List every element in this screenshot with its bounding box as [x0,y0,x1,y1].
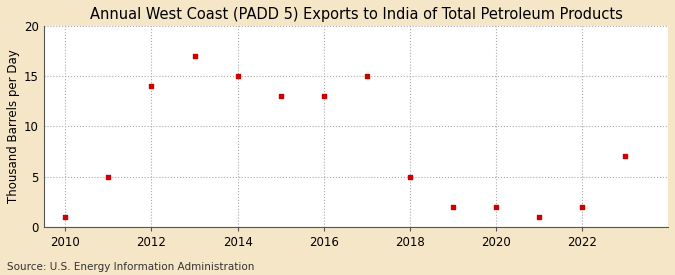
Point [448,205,458,209]
Point [533,214,544,219]
Point [189,54,200,58]
Point [404,174,415,179]
Point [275,94,286,98]
Point [146,84,157,88]
Point [103,174,114,179]
Point [491,205,502,209]
Title: Annual West Coast (PADD 5) Exports to India of Total Petroleum Products: Annual West Coast (PADD 5) Exports to In… [90,7,622,22]
Point [232,74,243,78]
Point [60,214,71,219]
Point [620,154,630,159]
Y-axis label: Thousand Barrels per Day: Thousand Barrels per Day [7,50,20,203]
Point [319,94,329,98]
Text: Source: U.S. Energy Information Administration: Source: U.S. Energy Information Administ… [7,262,254,272]
Point [576,205,587,209]
Point [361,74,372,78]
